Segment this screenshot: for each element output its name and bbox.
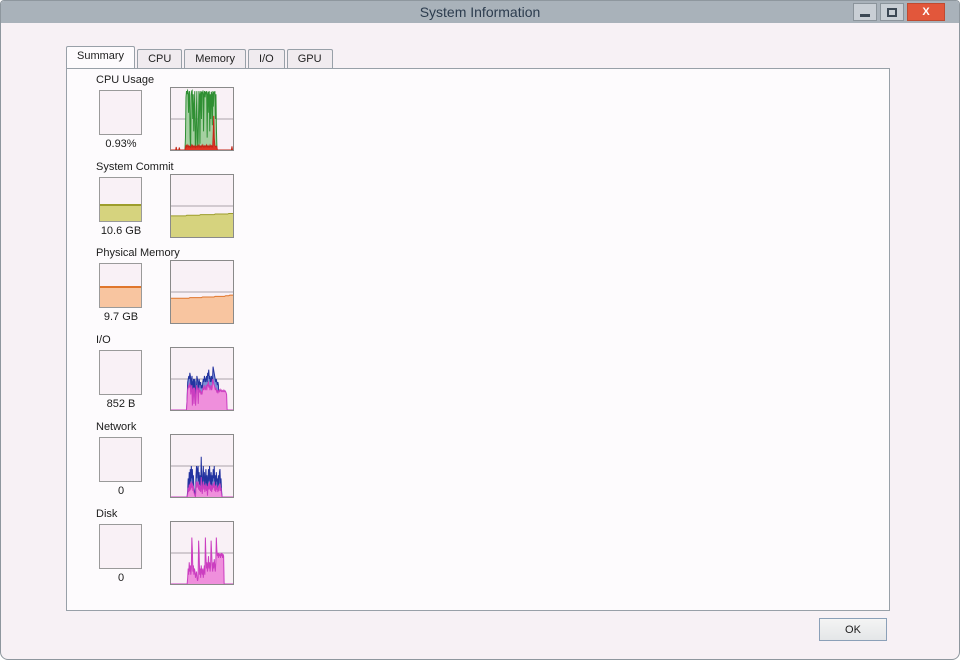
system-commit-value: 10.6 GB — [100, 225, 142, 237]
section-system-commit: System Commit 10.6 GB — [67, 161, 889, 249]
mini-fill — [100, 566, 141, 568]
tab-io[interactable]: I/O — [248, 49, 285, 68]
section-label: I/O — [96, 334, 111, 346]
minimize-icon — [860, 14, 870, 17]
cpu-mini-graph — [99, 90, 142, 135]
physical-memory-value: 9.7 GB — [103, 311, 139, 323]
disk-mini-graph — [99, 524, 142, 569]
tab-gpu[interactable]: GPU — [286, 49, 333, 68]
section-label: Network — [96, 421, 137, 433]
cpu-history-graph — [170, 87, 234, 151]
maximize-button[interactable] — [880, 3, 904, 21]
section-label: Physical Memory — [96, 247, 180, 259]
minimize-button[interactable] — [853, 3, 877, 21]
section-label: CPU Usage — [96, 74, 155, 86]
tab-bar: Summary CPU Memory I/O GPU — [66, 46, 335, 71]
mini-fill — [100, 392, 141, 394]
section-label: Disk — [96, 508, 118, 520]
disk-history-graph — [170, 521, 234, 585]
section-io: I/O 852 B — [67, 334, 889, 422]
tab-cpu[interactable]: CPU — [137, 49, 183, 68]
tab-memory[interactable]: Memory — [184, 49, 247, 68]
network-mini-graph — [99, 437, 142, 482]
mini-fill — [100, 479, 141, 481]
mini-fill — [100, 203, 141, 221]
section-cpu-usage: CPU Usage 0.93% — [67, 74, 889, 162]
io-mini-graph — [99, 350, 142, 395]
io-history-graph — [170, 347, 234, 411]
section-disk: Disk 0 — [67, 508, 889, 596]
window-title: System Information — [419, 4, 541, 20]
network-history-graph — [170, 434, 234, 498]
disk-value: 0 — [117, 572, 125, 584]
tab-summary[interactable]: Summary — [66, 46, 136, 68]
titlebar[interactable]: System Information X — [1, 1, 959, 23]
commit-history-graph — [170, 174, 234, 238]
summary-tab-panel: CPU Usage 0.93% System Commit 10.6 GB Ph… — [66, 68, 890, 611]
cpu-usage-value: 0.93% — [105, 138, 137, 150]
network-value: 0 — [117, 485, 125, 497]
mini-fill — [100, 285, 141, 307]
mini-fill — [100, 132, 141, 134]
memory-mini-graph — [99, 263, 142, 308]
section-physical-memory: Physical Memory 9.7 GB — [67, 247, 889, 335]
memory-history-graph — [170, 260, 234, 324]
section-network: Network 0 — [67, 421, 889, 509]
window-controls: X — [853, 3, 945, 21]
close-button[interactable]: X — [907, 3, 945, 21]
dialog-body: Summary CPU Memory I/O GPU CPU Usage 0.9… — [1, 23, 959, 659]
ok-button[interactable]: OK — [819, 618, 887, 641]
io-value: 852 B — [106, 398, 136, 410]
commit-mini-graph — [99, 177, 142, 222]
section-label: System Commit — [96, 161, 174, 173]
maximize-icon — [887, 7, 897, 17]
close-icon: X — [922, 6, 930, 18]
